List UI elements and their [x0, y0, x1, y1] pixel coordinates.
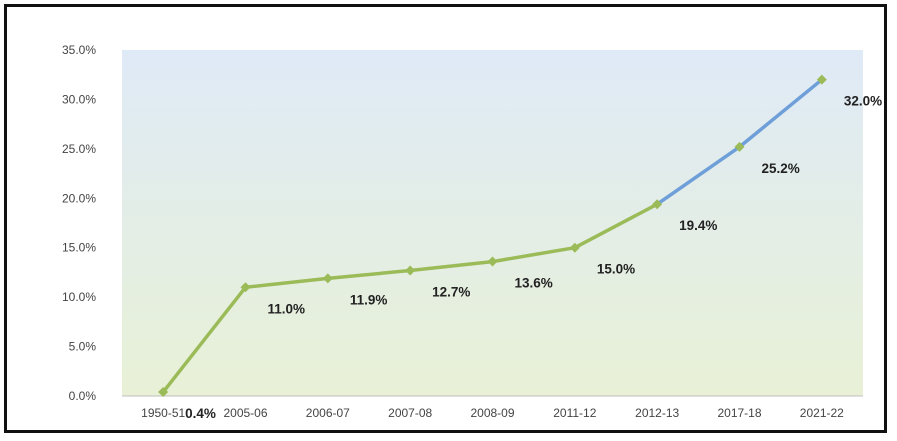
x-tick-label: 2007-08: [388, 406, 432, 420]
y-tick-label: 30.0%: [62, 92, 96, 106]
data-point: [652, 199, 663, 210]
data-point: [816, 74, 827, 85]
y-tick-label: 10.0%: [62, 290, 96, 304]
y-tick-label: 35.0%: [62, 43, 96, 57]
x-tick-label: 2021-22: [800, 406, 844, 420]
x-tick-label: 2006-07: [306, 406, 350, 420]
data-point: [487, 256, 498, 267]
data-point: [158, 387, 169, 398]
data-point: [734, 141, 745, 152]
data-label: 13.6%: [515, 276, 553, 291]
data-label: 0.4%: [185, 406, 216, 421]
y-tick-label: 5.0%: [69, 340, 97, 354]
data-label: 12.7%: [432, 284, 470, 299]
y-tick-label: 15.0%: [62, 241, 96, 255]
data-label: 11.9%: [350, 292, 388, 307]
data-label: 25.2%: [762, 161, 800, 176]
data-label: 15.0%: [597, 262, 635, 277]
y-tick-label: 25.0%: [62, 142, 96, 156]
x-tick-label: 2005-06: [223, 406, 267, 420]
x-tick-label: 2008-09: [470, 406, 514, 420]
x-tick-label: 2011-12: [553, 406, 596, 420]
x-tick-label: 1950-51: [141, 406, 185, 420]
y-tick-label: 0.0%: [69, 389, 97, 403]
x-tick-label: 2012-13: [635, 406, 679, 420]
data-point: [569, 242, 580, 253]
x-tick-label: 2017-18: [717, 406, 761, 420]
data-point: [405, 265, 416, 276]
data-point: [240, 282, 251, 293]
data-label: 19.4%: [679, 218, 717, 233]
plot-area-background: [122, 50, 863, 396]
y-tick-label: 20.0%: [62, 191, 96, 205]
data-label: 32.0%: [844, 94, 882, 109]
data-label: 11.0%: [268, 301, 306, 316]
data-point: [322, 273, 333, 284]
